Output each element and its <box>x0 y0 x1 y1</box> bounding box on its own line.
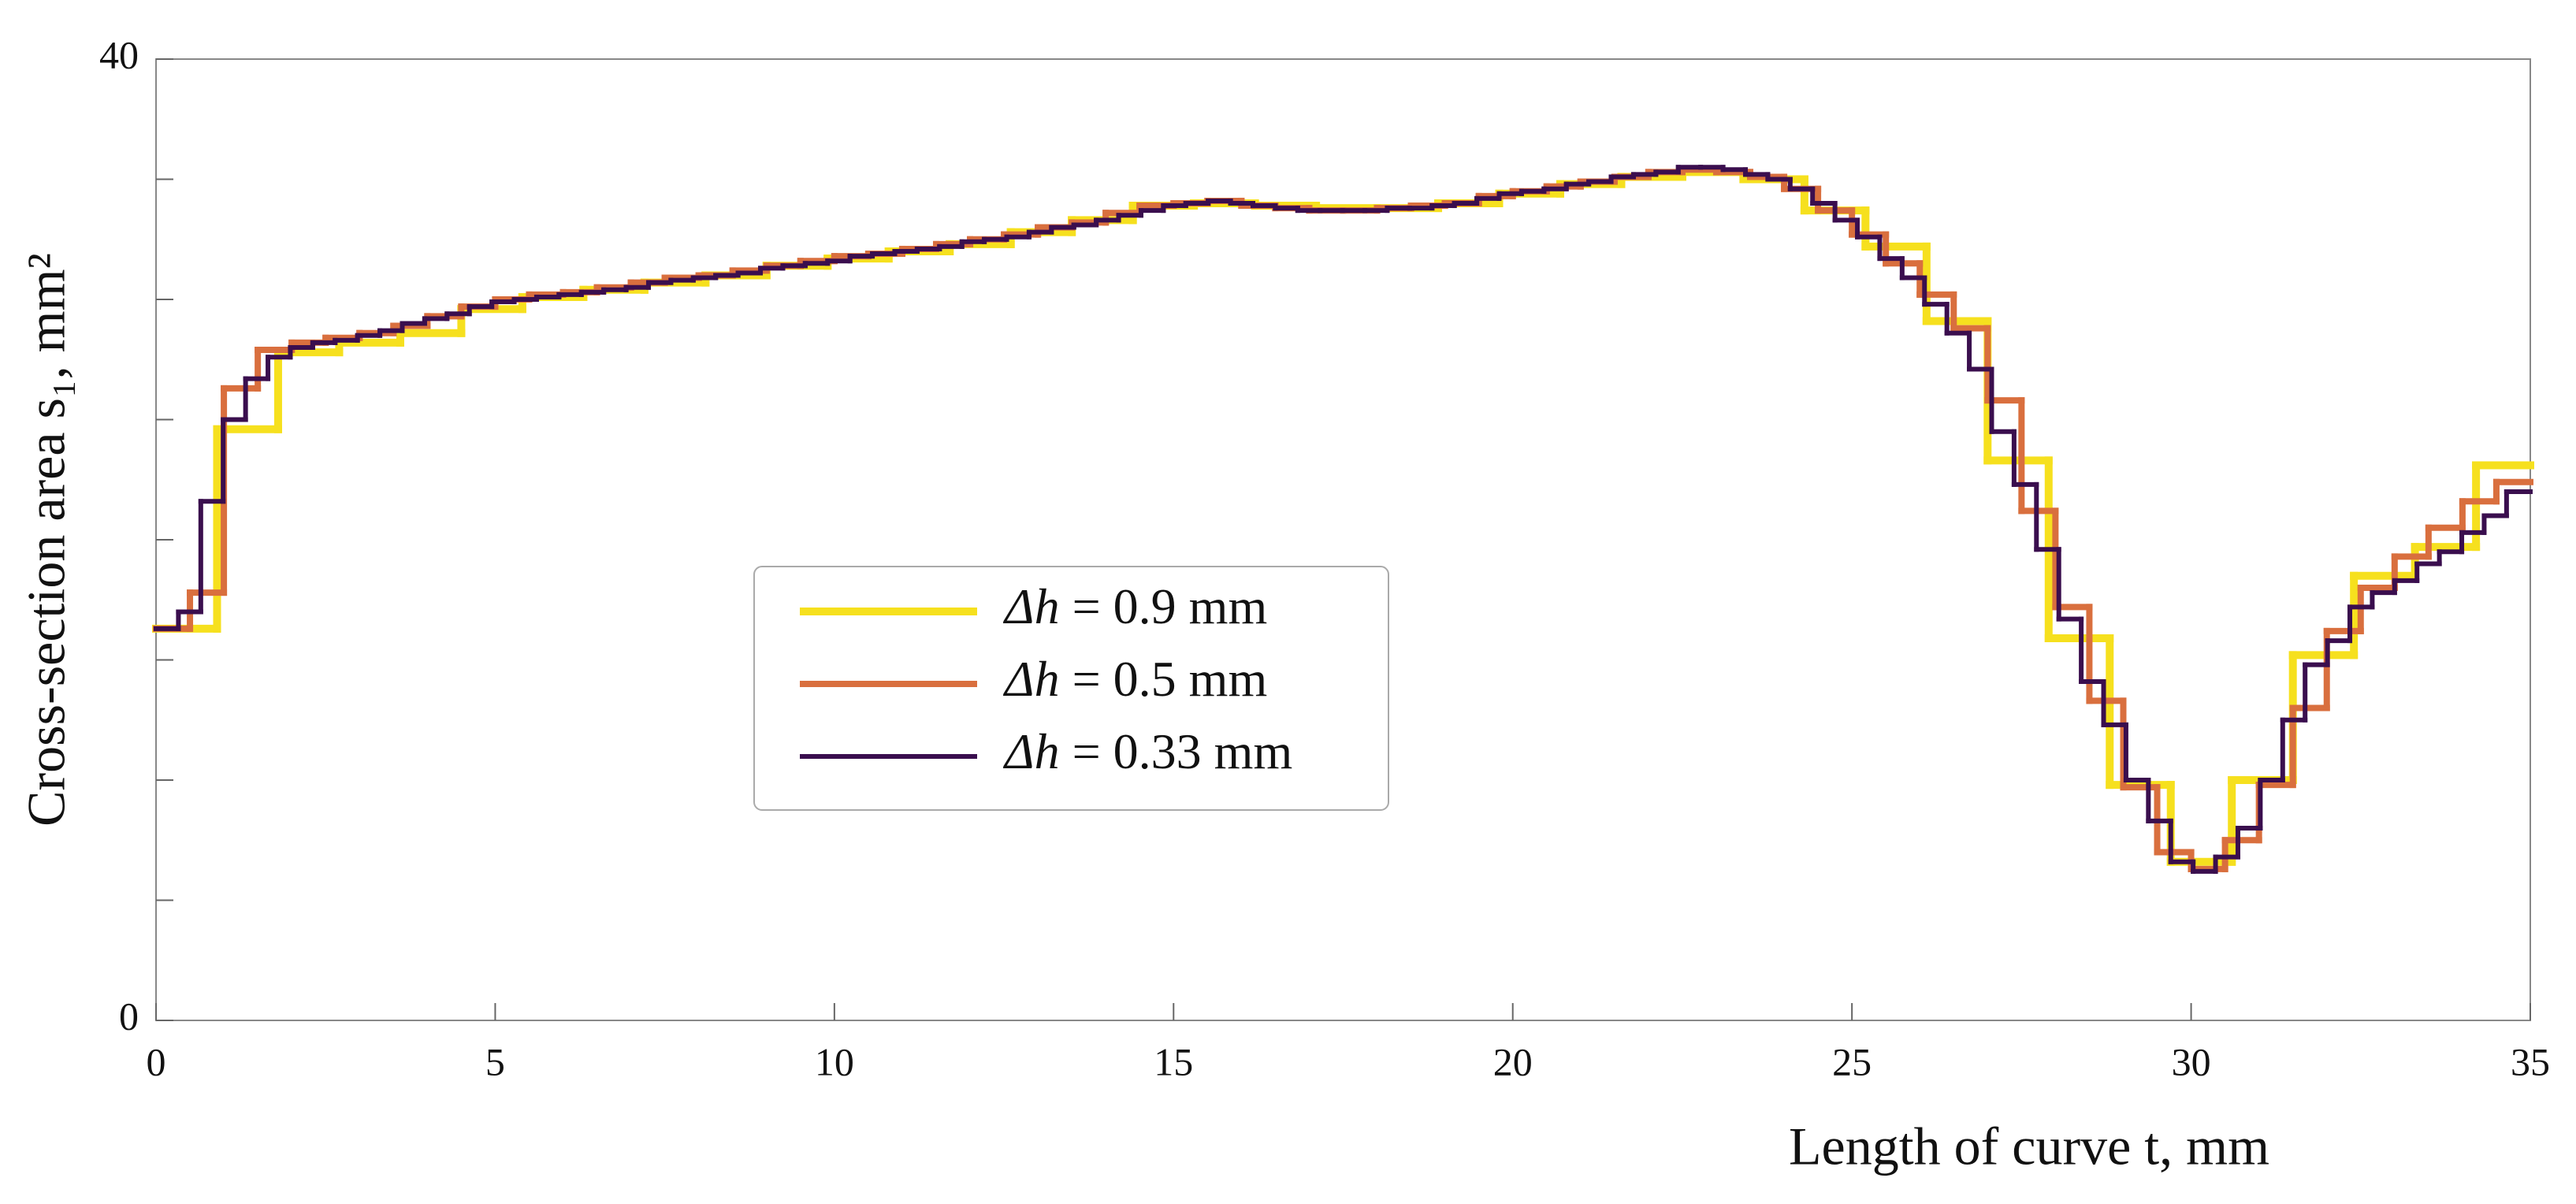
legend-box <box>753 566 1389 811</box>
plot-frame <box>155 58 2531 1021</box>
series <box>154 165 2533 874</box>
legend-label: Δh = 0.33 mm <box>1002 723 1292 779</box>
x-tick-label: 5 <box>485 1039 505 1083</box>
x-tick-label: 15 <box>1154 1039 1193 1083</box>
y-axis-label: Cross-section area s₁, mm² <box>17 253 76 827</box>
y-tick-label: 40 <box>99 32 139 76</box>
x-tick-label: 20 <box>1493 1039 1533 1083</box>
x-tick-label: 25 <box>1832 1039 1872 1083</box>
x-axis-label: Length of curve t, mm <box>1789 1117 2269 1176</box>
x-tick-label: 30 <box>2172 1039 2211 1083</box>
legend-label: Δh = 0.9 mm <box>1002 578 1267 634</box>
x-tick-label: 10 <box>815 1039 854 1083</box>
y-tick-label: 0 <box>119 994 139 1038</box>
x-tick-label: 35 <box>2511 1039 2550 1083</box>
legend-label: Δh = 0.5 mm <box>1002 651 1267 707</box>
x-tick-label: 0 <box>147 1039 166 1083</box>
